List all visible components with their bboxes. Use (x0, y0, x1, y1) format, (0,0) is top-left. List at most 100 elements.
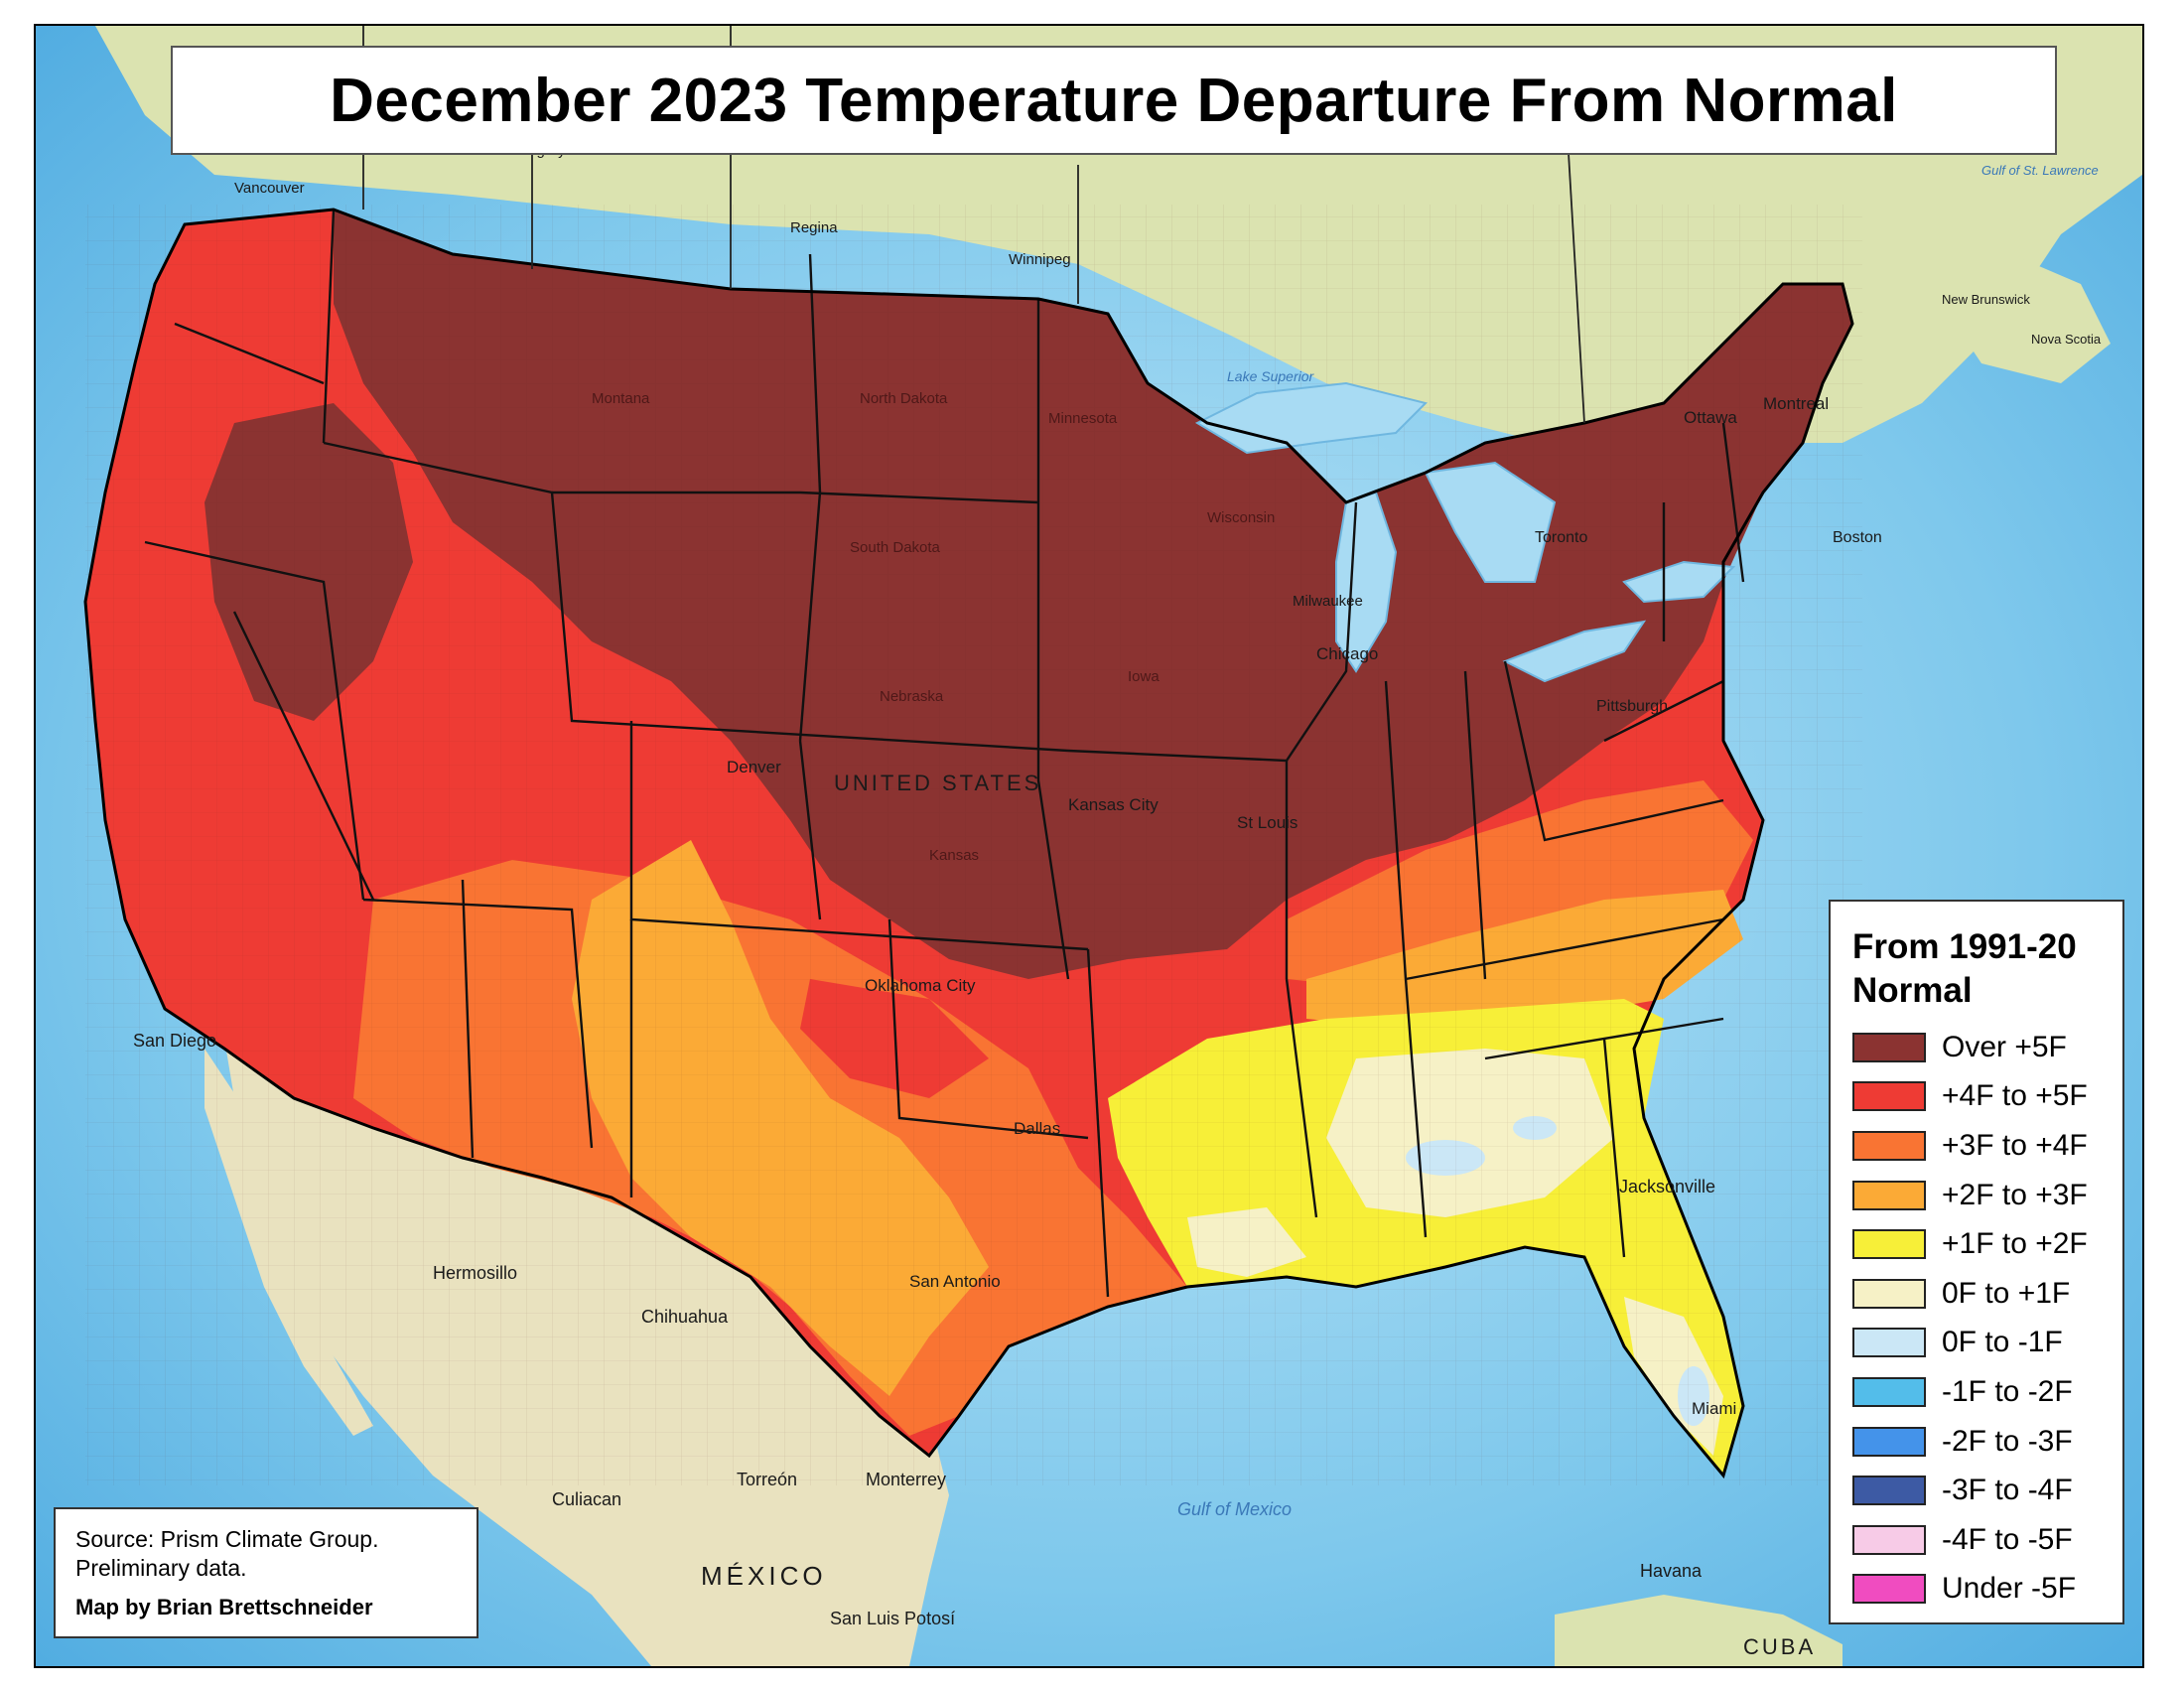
legend-swatch (1852, 1426, 1926, 1457)
legend-swatch (1852, 1376, 1926, 1407)
state-labels: Montana North Dakota South Dakota Minnes… (592, 390, 1275, 864)
label-hermosillo: Hermosillo (433, 1263, 517, 1283)
cuba-land (1555, 1595, 1843, 1666)
label-culiacan: Culiacan (552, 1489, 621, 1509)
legend-item: +2F to +3F (1852, 1171, 2101, 1220)
label-pittsburgh: Pittsburgh (1596, 698, 1668, 715)
label-oklahoma-city: Oklahoma City (865, 976, 976, 995)
source-box: Source: Prism Climate Group. Preliminary… (54, 1507, 478, 1638)
lake-ontario (1622, 560, 1736, 604)
source-credit: Map by Brian Brettschneider (75, 1595, 373, 1619)
label-san-luis-potosi: San Luis Potosí (830, 1609, 955, 1628)
legend-label: 0F to -1F (1942, 1326, 2063, 1359)
label-ottawa: Ottawa (1684, 408, 1737, 427)
legend-item: -1F to -2F (1852, 1367, 2101, 1417)
label-montana: Montana (592, 390, 650, 407)
label-torreon: Torreón (737, 1470, 797, 1489)
legend-swatch (1852, 1130, 1926, 1161)
legend-item: Over +5F (1852, 1023, 2101, 1072)
label-lake-superior: Lake Superior (1227, 368, 1315, 384)
legend-swatch (1852, 1524, 1926, 1555)
label-montreal: Montreal (1763, 394, 1829, 413)
label-miami: Miami (1692, 1399, 1736, 1418)
source-line-2: Preliminary data. (75, 1555, 247, 1581)
label-south-dakota: South Dakota (850, 539, 941, 556)
label-boston: Boston (1833, 529, 1882, 546)
legend-label: -2F to -3F (1942, 1424, 2073, 1458)
label-north-dakota: North Dakota (860, 390, 948, 407)
legend-item: -3F to -4F (1852, 1466, 2101, 1515)
legend-item: +4F to +5F (1852, 1072, 2101, 1122)
legend-title-line2: Normal (1852, 971, 1973, 1010)
label-havana: Havana (1640, 1561, 1703, 1581)
legend-swatch (1852, 1081, 1926, 1112)
label-united-states: UNITED STATES (834, 771, 1041, 795)
label-monterrey: Monterrey (866, 1470, 946, 1489)
label-dallas: Dallas (1014, 1119, 1060, 1138)
source-line-1: Source: Prism Climate Group. (75, 1526, 379, 1552)
legend-item: +1F to +2F (1852, 1219, 2101, 1269)
legend-item: -2F to -3F (1852, 1417, 2101, 1467)
state-borders (144, 209, 1745, 1298)
label-cuba: CUBA (1743, 1634, 1816, 1659)
maritimes-land (1922, 254, 2111, 383)
label-san-antonio: San Antonio (909, 1272, 1001, 1291)
map-canvas: Calgary Regina Winnipeg Vancouver Lake S… (36, 26, 2142, 1666)
label-nebraska: Nebraska (880, 688, 944, 705)
label-wisconsin: Wisconsin (1207, 509, 1275, 526)
legend-swatch (1852, 1278, 1926, 1309)
legend-label: +1F to +2F (1942, 1227, 2088, 1261)
label-chihuahua: Chihuahua (641, 1307, 729, 1327)
label-winnipeg: Winnipeg (1009, 251, 1071, 268)
legend-item: Under -5F (1852, 1565, 2101, 1615)
legend-label: +2F to +3F (1942, 1178, 2088, 1211)
label-minnesota: Minnesota (1048, 410, 1118, 427)
label-nova-scotia: Nova Scotia (2031, 332, 2102, 347)
label-regina: Regina (790, 219, 838, 236)
legend-swatch (1852, 1229, 1926, 1260)
legend-label: -1F to -2F (1942, 1374, 2073, 1408)
label-mexico: MÉXICO (701, 1561, 827, 1591)
legend-label: Under -5F (1942, 1572, 2077, 1606)
legend-swatch (1852, 1328, 1926, 1358)
legend-label: +4F to +5F (1942, 1079, 2088, 1113)
label-iowa: Iowa (1128, 668, 1160, 685)
legend-swatch (1852, 1574, 1926, 1605)
legend-swatch (1852, 1476, 1926, 1506)
label-kansas-city: Kansas City (1068, 795, 1159, 814)
label-new-brunswick: New Brunswick (1942, 292, 2030, 307)
legend-label: 0F to +1F (1942, 1276, 2071, 1310)
legend-swatch (1852, 1180, 1926, 1210)
lake-michigan (1335, 491, 1398, 673)
map-title: December 2023 Temperature Departure From… (330, 66, 1898, 135)
label-vancouver: Vancouver (234, 180, 305, 197)
legend-label: -4F to -5F (1942, 1522, 2073, 1556)
legend-item: +3F to +4F (1852, 1121, 2101, 1171)
legend-title-line1: From 1991-20 (1852, 927, 2077, 966)
legend-item: -4F to -5F (1852, 1515, 2101, 1565)
legend-label: Over +5F (1942, 1030, 2067, 1063)
label-gulf-st-lawrence: Gulf of St. Lawrence (1981, 163, 2099, 178)
label-st-louis: St Louis (1237, 813, 1297, 832)
lake-huron (1424, 461, 1557, 583)
label-kansas: Kansas (929, 847, 979, 864)
county-texture (85, 205, 1862, 1485)
legend: From 1991-20 Normal Over +5F +4F to +5F +3… (1829, 900, 2124, 1624)
map-title-box: December 2023 Temperature Departure From… (171, 46, 2057, 155)
legend-label: +3F to +4F (1942, 1128, 2088, 1162)
us-outline (83, 208, 1854, 1479)
label-jacksonville: Jacksonville (1619, 1177, 1715, 1196)
legend-swatch (1852, 1032, 1926, 1062)
legend-item: 0F to +1F (1852, 1269, 2101, 1319)
label-chicago: Chicago (1316, 644, 1378, 663)
lake-erie (1502, 620, 1647, 683)
label-denver: Denver (727, 758, 781, 776)
legend-title: From 1991-20 Normal (1852, 925, 2101, 1013)
map-frame: Calgary Regina Winnipeg Vancouver Lake S… (34, 24, 2144, 1668)
legend-rows: Over +5F +4F to +5F +3F to +4F +2F to +3F +1… (1852, 1023, 2101, 1614)
label-gulf-of-mexico: Gulf of Mexico (1177, 1499, 1292, 1519)
legend-item: 0F to -1F (1852, 1319, 2101, 1368)
label-milwaukee: Milwaukee (1293, 593, 1363, 610)
label-toronto: Toronto (1535, 529, 1587, 546)
label-san-diego: San Diego (133, 1031, 216, 1051)
